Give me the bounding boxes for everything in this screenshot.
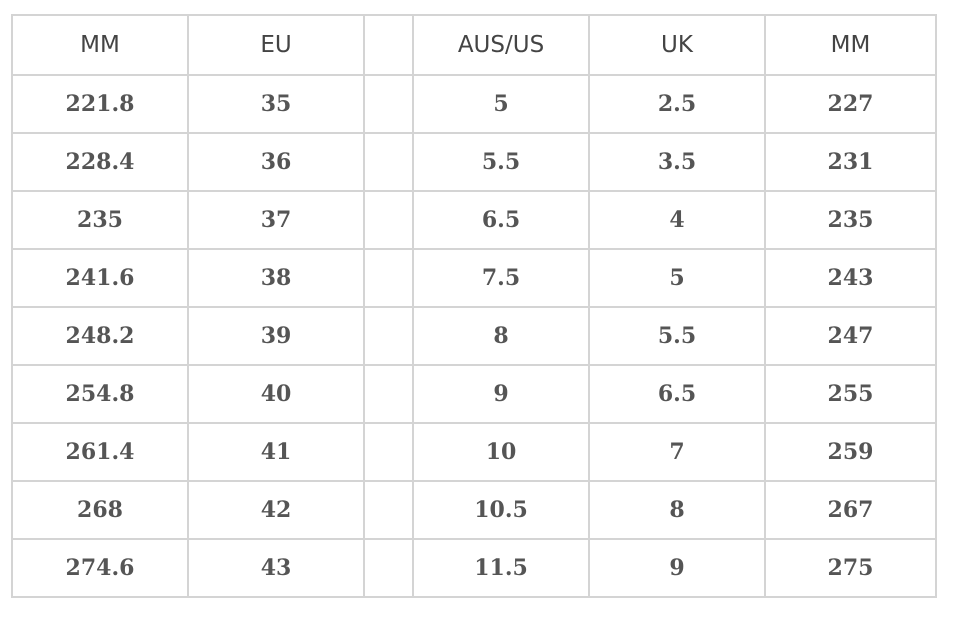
cell-mm-right: 227: [766, 76, 937, 134]
table-row: 268 42 10.5 8 267: [13, 482, 937, 540]
header-mm-right: MM: [766, 16, 937, 76]
cell-spacer: [365, 482, 416, 540]
cell-mm-right: 255: [766, 366, 937, 424]
cell-aus-us: 6.5: [414, 192, 592, 250]
cell-eu: 41: [189, 424, 367, 482]
cell-mm-left: 274.6: [13, 540, 191, 598]
cell-uk: 5: [590, 250, 768, 308]
cell-uk: 8: [590, 482, 768, 540]
cell-spacer: [365, 134, 416, 192]
cell-aus-us: 9: [414, 366, 592, 424]
cell-aus-us: 8: [414, 308, 592, 366]
cell-mm-left: 235: [13, 192, 191, 250]
header-aus-us: AUS/US: [414, 16, 592, 76]
cell-eu: 38: [189, 250, 367, 308]
cell-spacer: [365, 250, 416, 308]
table-row: 221.8 35 5 2.5 227: [13, 76, 937, 134]
header-mm-left: MM: [13, 16, 191, 76]
cell-eu: 43: [189, 540, 367, 598]
cell-uk: 3.5: [590, 134, 768, 192]
cell-aus-us: 10: [414, 424, 592, 482]
cell-eu: 39: [189, 308, 367, 366]
cell-uk: 2.5: [590, 76, 768, 134]
cell-mm-right: 275: [766, 540, 937, 598]
table-row: 261.4 41 10 7 259: [13, 424, 937, 482]
cell-spacer: [365, 76, 416, 134]
cell-aus-us: 7.5: [414, 250, 592, 308]
cell-mm-left: 248.2: [13, 308, 191, 366]
cell-aus-us: 5: [414, 76, 592, 134]
cell-spacer: [365, 540, 416, 598]
size-chart-table: MM EU AUS/US UK MM 221.8 35 5 2.5 227 22…: [11, 14, 937, 598]
header-spacer: [365, 16, 416, 76]
header-eu: EU: [189, 16, 367, 76]
cell-eu: 42: [189, 482, 367, 540]
cell-mm-right: 235: [766, 192, 937, 250]
cell-aus-us: 5.5: [414, 134, 592, 192]
table-row: 248.2 39 8 5.5 247: [13, 308, 937, 366]
cell-uk: 5.5: [590, 308, 768, 366]
cell-uk: 7: [590, 424, 768, 482]
cell-spacer: [365, 424, 416, 482]
cell-mm-right: 243: [766, 250, 937, 308]
cell-aus-us: 10.5: [414, 482, 592, 540]
cell-aus-us: 11.5: [414, 540, 592, 598]
cell-mm-left: 241.6: [13, 250, 191, 308]
header-row: MM EU AUS/US UK MM: [13, 16, 937, 76]
cell-eu: 36: [189, 134, 367, 192]
cell-spacer: [365, 308, 416, 366]
cell-mm-left: 268: [13, 482, 191, 540]
cell-mm-right: 247: [766, 308, 937, 366]
cell-spacer: [365, 366, 416, 424]
cell-mm-right: 259: [766, 424, 937, 482]
cell-mm-right: 231: [766, 134, 937, 192]
table-row: 235 37 6.5 4 235: [13, 192, 937, 250]
table-row: 241.6 38 7.5 5 243: [13, 250, 937, 308]
cell-eu: 35: [189, 76, 367, 134]
cell-mm-left: 254.8: [13, 366, 191, 424]
cell-uk: 4: [590, 192, 768, 250]
cell-eu: 37: [189, 192, 367, 250]
cell-mm-right: 267: [766, 482, 937, 540]
header-uk: UK: [590, 16, 768, 76]
table-row: 254.8 40 9 6.5 255: [13, 366, 937, 424]
cell-mm-left: 221.8: [13, 76, 191, 134]
cell-uk: 6.5: [590, 366, 768, 424]
cell-mm-left: 228.4: [13, 134, 191, 192]
cell-spacer: [365, 192, 416, 250]
cell-mm-left: 261.4: [13, 424, 191, 482]
cell-eu: 40: [189, 366, 367, 424]
table-row: 228.4 36 5.5 3.5 231: [13, 134, 937, 192]
table-row: 274.6 43 11.5 9 275: [13, 540, 937, 598]
cell-uk: 9: [590, 540, 768, 598]
